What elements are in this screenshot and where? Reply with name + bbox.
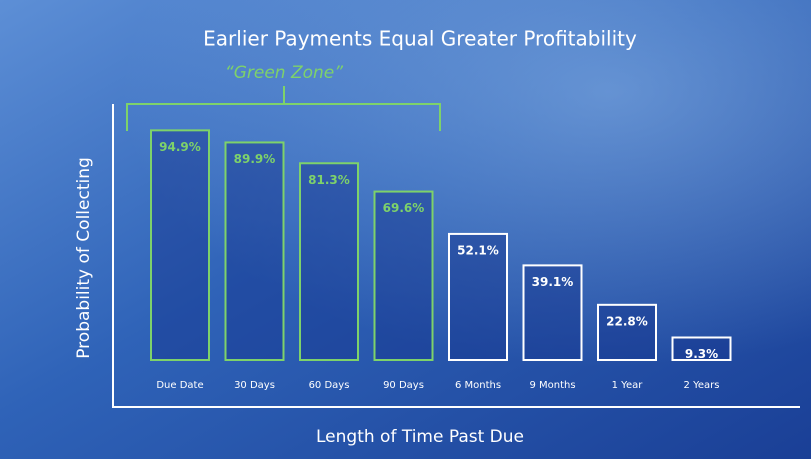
bar (375, 192, 433, 360)
bar (226, 142, 284, 360)
bar (300, 163, 358, 360)
bar (598, 305, 656, 360)
x-tick-label: 1 Year (612, 380, 644, 391)
x-tick-label: 6 Months (455, 380, 501, 391)
value-label: 81.3% (308, 173, 350, 187)
x-tick-label: 90 Days (383, 380, 424, 391)
bar (151, 130, 209, 360)
x-tick-label: 30 Days (234, 380, 275, 391)
x-tick-label: 60 Days (309, 380, 350, 391)
y-axis-label: Probability of Collecting (74, 157, 94, 359)
value-label: 69.6% (383, 201, 425, 215)
chart-title: Earlier Payments Equal Greater Profitabi… (203, 27, 637, 51)
value-label: 9.3% (685, 347, 718, 361)
annotation: “Green Zone” (225, 63, 343, 83)
x-axis-label: Length of Time Past Due (316, 427, 524, 447)
x-tick-label: 9 Months (529, 380, 575, 391)
value-label: 22.8% (606, 314, 648, 328)
chart: Earlier Payments Equal Greater Profitabi… (0, 0, 811, 459)
value-label: 39.1% (532, 275, 574, 289)
value-label: 94.9% (159, 140, 201, 154)
value-label: 52.1% (457, 243, 499, 257)
value-label: 89.9% (234, 152, 276, 166)
x-tick-label: Due Date (156, 380, 203, 391)
x-tick-label: 2 Years (684, 380, 720, 391)
